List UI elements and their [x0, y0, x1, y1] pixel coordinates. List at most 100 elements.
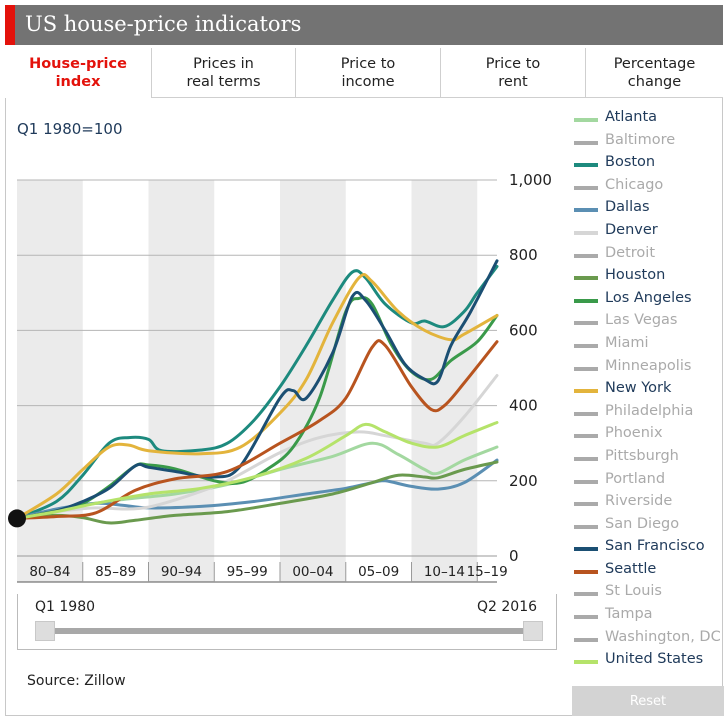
legend-item[interactable]: Phoenix: [574, 424, 724, 447]
legend-swatch: [574, 208, 598, 213]
legend-item[interactable]: Portland: [574, 470, 724, 493]
legend-label: Houston: [605, 267, 666, 284]
legend-item[interactable]: Pittsburgh: [574, 447, 724, 470]
legend-swatch: [574, 163, 598, 168]
chart-title: US house-price indicators: [25, 12, 302, 36]
legend-label: Atlanta: [605, 109, 658, 125]
slider-start-handle[interactable]: [35, 621, 55, 641]
tab-label: House-price index: [29, 56, 127, 90]
legend-label: Denver: [605, 221, 658, 238]
tab-label: Percentage change: [613, 55, 696, 90]
title-bar: US house-price indicators: [5, 5, 723, 45]
slider-end-handle[interactable]: [523, 621, 543, 641]
legend-item[interactable]: Houston: [574, 266, 724, 289]
tab-prices-real-terms[interactable]: Prices in real terms: [151, 48, 295, 98]
x-category-label: 15–19: [467, 564, 508, 580]
legend-label: Los Angeles: [605, 289, 692, 306]
x-category-label: 80–84: [29, 564, 70, 580]
legend-label: Seattle: [605, 560, 657, 577]
legend-item[interactable]: St Louis: [574, 582, 724, 605]
legend-swatch: [574, 456, 598, 461]
legend-label: New York: [605, 380, 672, 397]
slider-track[interactable]: [47, 628, 529, 634]
x-category-label: 10–14: [424, 564, 465, 580]
legend-item[interactable]: Los Angeles: [574, 289, 724, 312]
y-tick-label: 0: [509, 547, 519, 565]
legend-label: Miami: [605, 334, 649, 351]
reset-button[interactable]: Reset: [572, 686, 724, 716]
legend-item[interactable]: Las Vegas: [574, 311, 724, 334]
legend-swatch: [574, 118, 598, 122]
x-category-label: 05–09: [358, 564, 399, 580]
period-band: [17, 180, 83, 582]
period-band: [148, 180, 215, 582]
legend-swatch: [574, 411, 598, 416]
tab-percentage-change[interactable]: Percentage change: [585, 48, 723, 98]
legend-label: Philadelphia: [605, 402, 694, 419]
x-category-label: 00–04: [292, 564, 333, 580]
legend-swatch: [574, 502, 598, 507]
legend-item[interactable]: United States: [574, 650, 724, 673]
tab-label: Price to income: [340, 55, 396, 90]
legend-item[interactable]: New York: [574, 379, 724, 402]
series-line-san-francisco: [15, 259, 499, 520]
y-tick-label: 600: [509, 321, 538, 339]
source-note: Source: Zillow: [27, 673, 126, 689]
series-line-united-states: [15, 421, 499, 520]
legend-swatch: [574, 592, 598, 597]
legend-item[interactable]: San Francisco: [574, 537, 724, 560]
legend-label: Dallas: [605, 199, 650, 216]
legend-label: St Louis: [605, 583, 662, 600]
legend-label: Portland: [605, 470, 666, 487]
legend-swatch: [574, 321, 598, 326]
legend-item[interactable]: Denver: [574, 221, 724, 244]
tab-price-to-rent[interactable]: Price to rent: [440, 48, 585, 98]
legend-swatch: [574, 434, 598, 439]
legend-swatch: [574, 298, 598, 303]
legend-label: Detroit: [605, 244, 655, 261]
legend-item[interactable]: Seattle: [574, 560, 724, 583]
y-tick-label: 400: [509, 397, 538, 415]
legend-swatch: [574, 389, 598, 394]
series-line-houston: [15, 460, 499, 525]
legend-item[interactable]: Minneapolis: [574, 357, 724, 380]
title-accent: [5, 5, 15, 45]
legend-label: Minneapolis: [605, 357, 692, 374]
unit-label: Q1 1980=100: [17, 120, 123, 138]
legend-item[interactable]: Tampa: [574, 605, 724, 628]
tab-price-to-income[interactable]: Price to income: [295, 48, 440, 98]
legend-swatch: [574, 569, 598, 574]
slider-end-label: Q2 2016: [477, 599, 538, 615]
y-tick-label: 1,000: [509, 171, 552, 189]
legend-swatch: [574, 230, 598, 235]
series-line-new-york: [15, 272, 499, 520]
series-line-seattle: [15, 339, 499, 520]
legend-item[interactable]: Baltimore: [574, 131, 724, 154]
legend-item[interactable]: San Diego: [574, 515, 724, 538]
legend-label: San Francisco: [605, 538, 705, 555]
tab-bar: House-price index Prices in real terms P…: [5, 48, 723, 98]
legend-item[interactable]: Boston: [574, 153, 724, 176]
legend-swatch: [574, 615, 598, 620]
legend-item[interactable]: Atlanta: [574, 108, 724, 131]
legend-item[interactable]: Washington, DC: [574, 628, 724, 651]
y-tick-label: 200: [509, 472, 538, 490]
legend-swatch: [574, 660, 598, 665]
series-line-dallas: [15, 458, 499, 520]
legend-swatch: [574, 637, 598, 642]
period-band: [280, 180, 346, 582]
legend-swatch: [574, 343, 598, 348]
series-line-boston: [15, 265, 499, 520]
legend-item[interactable]: Chicago: [574, 176, 724, 199]
legend-item[interactable]: Dallas: [574, 198, 724, 221]
legend-item[interactable]: Philadelphia: [574, 402, 724, 425]
legend: Atlanta Baltimore Boston Chicago Dallas Denve…: [574, 108, 724, 673]
legend-item[interactable]: Detroit: [574, 244, 724, 267]
start-point-marker: [8, 509, 26, 528]
legend-item[interactable]: Riverside: [574, 492, 724, 515]
legend-item[interactable]: Miami: [574, 334, 724, 357]
tab-house-price-index[interactable]: House-price index: [5, 48, 151, 98]
y-tick-label: 800: [509, 246, 538, 264]
legend-swatch: [574, 253, 598, 258]
legend-label: United States: [605, 651, 704, 668]
